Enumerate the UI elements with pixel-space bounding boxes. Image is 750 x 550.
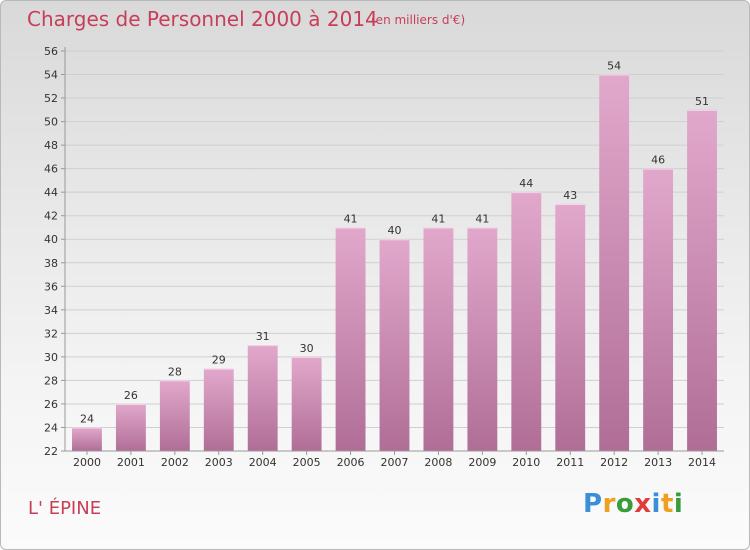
y-tick-label: 24 <box>44 421 58 434</box>
x-tick-label: 2012 <box>600 456 628 469</box>
bar-value-label: 41 <box>475 212 489 225</box>
x-tick-label: 2008 <box>424 456 452 469</box>
bar-value-label: 41 <box>431 212 445 225</box>
proxiti-logo[interactable]: Proxiti <box>583 489 683 519</box>
bar <box>291 356 322 451</box>
y-tick-label: 54 <box>44 69 58 82</box>
x-tick-label: 2007 <box>381 456 409 469</box>
bar <box>599 74 630 451</box>
x-tick-label: 2011 <box>556 456 584 469</box>
bar <box>643 168 674 451</box>
bar <box>159 380 190 451</box>
bar-value-label: 46 <box>651 154 665 167</box>
bar-value-label: 29 <box>212 354 226 367</box>
bar <box>203 368 234 451</box>
bar <box>247 345 278 451</box>
bar-value-label: 40 <box>388 224 402 237</box>
commune-name: L' ÉPINE <box>28 498 102 519</box>
y-tick-label: 26 <box>44 398 58 411</box>
x-tick-label: 2009 <box>468 456 496 469</box>
bar <box>511 192 542 452</box>
y-tick-label: 36 <box>44 280 58 293</box>
bar-value-label: 28 <box>168 365 182 378</box>
chart-subtitle: (en milliers d'€) <box>371 13 466 27</box>
y-axis-ticks: 22 24 26 28 30 32 34 36 38 40 42 44 46 48 50 52 54 56 <box>44 45 65 458</box>
bar-value-label: 44 <box>519 177 533 190</box>
bar <box>115 403 146 451</box>
bar-value-labels: 24 26 28 29 31 30 41 40 41 41 44 43 54 46 51 <box>80 60 709 426</box>
y-tick-label: 46 <box>44 163 58 176</box>
bar-value-label: 24 <box>80 412 94 425</box>
bars <box>72 74 717 452</box>
y-tick-label: 44 <box>44 186 58 199</box>
y-tick-label: 40 <box>44 233 58 246</box>
logo-letter: i <box>673 489 684 519</box>
bar-value-label: 51 <box>695 95 709 108</box>
y-tick-label: 52 <box>44 92 58 105</box>
x-tick-label: 2013 <box>644 456 672 469</box>
bar-value-label: 43 <box>563 189 577 202</box>
logo-letter: P <box>583 489 603 519</box>
bar-value-label: 54 <box>607 60 621 73</box>
logo-letter: o <box>615 489 635 519</box>
chart-title: Charges de Personnel 2000 à 2014 <box>27 7 378 31</box>
bar-value-label: 26 <box>124 389 138 402</box>
bar <box>687 109 717 451</box>
x-tick-label: 2003 <box>205 456 233 469</box>
logo-letter: x <box>634 489 652 519</box>
logo-letter: i <box>651 489 661 519</box>
logo-letter: r <box>602 489 616 519</box>
x-tick-label: 2006 <box>337 456 365 469</box>
bar-value-label: 41 <box>344 212 358 225</box>
logo-letter: t <box>660 489 674 519</box>
y-tick-label: 22 <box>44 445 58 458</box>
bar-value-label: 30 <box>300 342 314 355</box>
x-tick-label: 2005 <box>293 456 321 469</box>
bar <box>379 239 410 451</box>
x-tick-label: 2004 <box>249 456 277 469</box>
bar-value-label: 31 <box>256 330 270 343</box>
bar <box>555 203 586 451</box>
bar <box>467 227 498 451</box>
x-tick-label: 2001 <box>117 456 145 469</box>
bar <box>72 427 102 451</box>
y-tick-label: 28 <box>44 374 58 387</box>
y-tick-label: 50 <box>44 116 58 129</box>
x-axis-ticks: 2000 2001 2002 2003 2004 2005 2006 2007 2008 2009… <box>73 451 716 469</box>
x-tick-label: 2000 <box>73 456 101 469</box>
y-tick-label: 38 <box>44 257 58 270</box>
bar <box>423 227 454 451</box>
y-tick-label: 30 <box>44 351 58 364</box>
y-tick-label: 34 <box>44 304 58 317</box>
bar <box>335 227 366 451</box>
y-tick-label: 42 <box>44 210 58 223</box>
x-tick-label: 2014 <box>688 456 716 469</box>
y-tick-label: 56 <box>44 45 58 58</box>
y-tick-label: 48 <box>44 139 58 152</box>
x-tick-label: 2002 <box>161 456 189 469</box>
y-tick-label: 32 <box>44 327 58 340</box>
x-tick-label: 2010 <box>512 456 540 469</box>
